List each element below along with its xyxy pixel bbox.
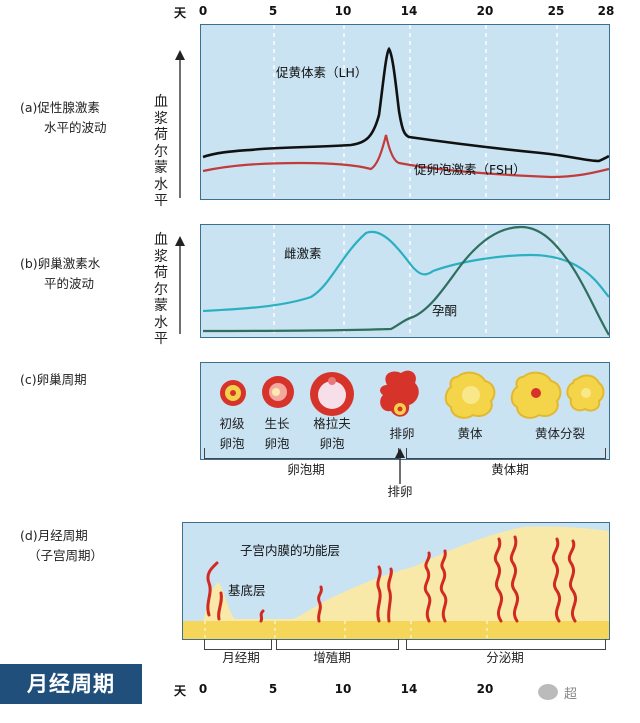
panel-a-y-label: 血浆荷尔蒙水平 <box>154 94 168 209</box>
panel-a-svg <box>202 25 610 199</box>
day-tick-5: 5 <box>268 4 278 18</box>
estrogen-label: 雌激素 <box>284 246 322 261</box>
panel-a-y-arrow <box>175 50 185 198</box>
panel-b-y-label: 血浆荷尔蒙水平 <box>154 232 168 347</box>
menstrual-phase-label: 月经期 <box>222 650 260 665</box>
watermark-text: 超 <box>564 686 578 702</box>
bottom-day-tick-14: 14 <box>400 682 418 696</box>
proliferative-phase-label: 增殖期 <box>313 650 351 665</box>
graafian-follicle-icon <box>310 372 354 416</box>
bottom-day-tick-5: 5 <box>268 682 278 696</box>
panel-b-plot <box>200 224 610 338</box>
day-tick-20: 20 <box>476 4 494 18</box>
progesterone-curve <box>202 225 610 336</box>
wechat-icon <box>538 684 558 700</box>
stage-growing-label: 生长 卵泡 <box>264 416 290 451</box>
panel-d-label-line1: (d)月经周期 <box>20 528 88 543</box>
panel-b-label-line1: (b)卵巢激素水 <box>20 256 101 271</box>
secretory-phase-bracket <box>406 639 606 650</box>
stage-ovulation-label: 排卵 <box>389 426 415 441</box>
panel-c-svg <box>220 370 605 419</box>
day-tick-25: 25 <box>547 4 565 18</box>
day-unit-bottom: 天 <box>173 684 187 698</box>
stage-luteolysis-label: 黄体分裂 <box>534 426 585 441</box>
panel-b-y-arrow <box>175 236 185 334</box>
day-tick-28: 28 <box>597 4 615 18</box>
day-tick-10: 10 <box>334 4 352 18</box>
stage-primary-label: 初级 卵泡 <box>219 416 245 451</box>
luteal-phase-label: 黄体期 <box>491 462 529 477</box>
proliferative-phase-bracket <box>276 639 399 650</box>
panel-c-plot <box>200 362 610 460</box>
panel-a-label-line2: 水平的波动 <box>44 120 107 135</box>
bottom-day-tick-20: 20 <box>476 682 494 696</box>
panel-d-label-line2: （子宫周期） <box>28 548 104 563</box>
day-unit-top: 天 <box>173 6 187 20</box>
estrogen-curve <box>202 230 610 313</box>
lh-label: 促黄体素（LH） <box>276 65 368 80</box>
day-tick-14: 14 <box>400 4 418 18</box>
corpus-luteum-icon <box>444 371 496 419</box>
ovulation-follicle-icon <box>380 370 419 417</box>
panel-a-plot <box>200 24 610 200</box>
follicular-phase-label: 卵泡期 <box>287 462 325 477</box>
stage-graafian-label: 格拉夫 卵泡 <box>313 416 351 451</box>
menstrual-phase-bracket <box>204 639 272 650</box>
panel-a-label-line1: (a)促性腺激素 <box>20 100 100 115</box>
lh-curve <box>202 46 610 163</box>
follicular-phase-bracket <box>204 448 399 459</box>
functional-layer-shape <box>203 526 609 621</box>
growing-follicle-icon <box>262 376 294 408</box>
stage-corpus-luteum-label: 黄体 <box>457 426 483 441</box>
panel-b-label: (b)卵巢激素水 平的波动 <box>20 254 100 294</box>
primary-follicle-icon <box>220 380 246 406</box>
corpus-luteum-regress-icon <box>566 374 605 412</box>
panel-d-plot <box>182 522 610 640</box>
page-title: 月经周期 <box>0 664 142 704</box>
functional-layer-label: 子宫内膜的功能层 <box>240 543 341 558</box>
panel-d-svg <box>183 526 609 639</box>
fsh-curve <box>202 134 610 179</box>
panel-d-label: (d)月经周期 （子宫周期） <box>20 526 103 566</box>
panel-b-svg <box>202 225 610 337</box>
basal-layer-label: 基底层 <box>228 583 266 598</box>
panel-c-label: (c)卵巢周期 <box>20 372 87 387</box>
panel-b-label-line2: 平的波动 <box>44 276 95 291</box>
progesterone-label: 孕酮 <box>432 303 458 318</box>
corpus-luteum-core-icon <box>510 371 562 419</box>
panel-a-label: (a)促性腺激素 水平的波动 <box>20 98 107 138</box>
watermark: 超 <box>538 680 577 704</box>
day-tick-0: 0 <box>198 4 208 18</box>
ovulation-arrow <box>395 448 405 484</box>
ovulation-arrow-label: 排卵 <box>387 484 413 499</box>
luteal-phase-bracket <box>406 448 606 459</box>
fsh-label: 促卵泡激素（FSH） <box>414 162 526 177</box>
bottom-day-tick-0: 0 <box>198 682 208 696</box>
secretory-phase-label: 分泌期 <box>486 650 524 665</box>
bottom-day-tick-10: 10 <box>334 682 352 696</box>
